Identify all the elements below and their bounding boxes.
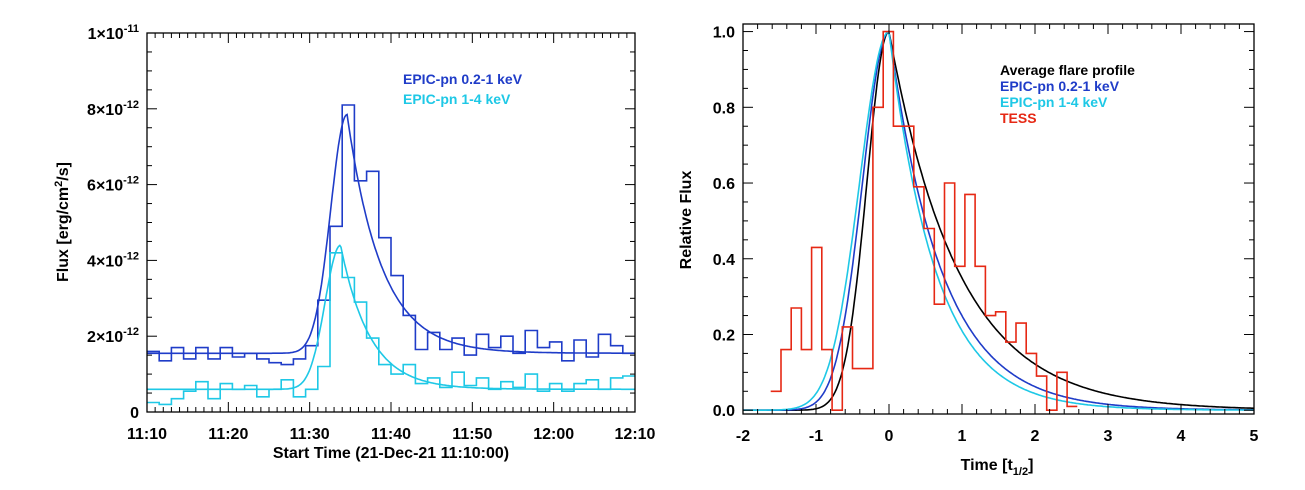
- right-x-tick-label: -1: [809, 428, 823, 445]
- left-x-tick-label: 11:30: [290, 426, 330, 443]
- left-y-tick-label: 6×10-12: [87, 175, 139, 195]
- right-plot-frame: [742, 23, 1255, 415]
- left-x-tick-label: 12:10: [615, 426, 656, 443]
- right-x-tick-label: 3: [1104, 428, 1113, 445]
- right-series-average-flare-profile-model-curve: [743, 30, 1254, 411]
- left-series-epic-pn-0-2-1-kev-histogram: [147, 104, 635, 366]
- right-x-axis-label: Time [t1/2]: [961, 457, 1034, 478]
- left-series-epic-pn-1-4-kev-histogram: [147, 252, 635, 406]
- left-y-axis-label: Flux [erg/cm2/s]: [53, 162, 72, 282]
- left-y-tick-label: 8×10-12: [87, 99, 139, 119]
- right-x-tick-label: 4: [1177, 428, 1186, 445]
- right-legend-entry-soft: EPIC-pn 0.2-1 keV: [1000, 78, 1120, 94]
- right-legend-entry-tess: TESS: [1000, 110, 1037, 126]
- left-legend-entry-hard: EPIC-pn 1-4 keV: [403, 91, 511, 107]
- left-y-tick-label: 0: [130, 405, 139, 422]
- right-y-tick-label: 0.8: [713, 100, 735, 117]
- right-y-axis-label: Relative Flux: [678, 171, 695, 270]
- right-chart-flare-profile: -2 -1 0 1 2 3 4 5 0.0 0.2 0.4 0.6 0.8 1.0 Average fla…: [678, 23, 1259, 478]
- left-x-tick-label: 11:20: [208, 426, 248, 443]
- left-x-tick-label: 11:10: [127, 426, 167, 443]
- left-x-tick-label: 11:40: [371, 426, 411, 443]
- right-x-tick-label: 5: [1250, 428, 1259, 445]
- left-x-axis-label: Start Time (21-Dec-21 11:10:00): [273, 445, 509, 462]
- right-x-tick-label: 0: [885, 428, 894, 445]
- right-legend-entry-average: Average flare profile: [1000, 62, 1135, 78]
- left-y-tick-label: 1×10-11: [88, 23, 139, 43]
- right-series-epic-pn-1-4-kev-model-curve: [743, 30, 1254, 411]
- left-series-epic-pn-0-2-1-kev-model-curve: [147, 113, 635, 355]
- right-chart-ticks: -2 -1 0 1 2 3 4 5 0.0 0.2 0.4 0.6 0.8 1.0: [713, 24, 1259, 445]
- left-y-tick-label: 2×10-12: [87, 326, 139, 346]
- right-series-epic-pn-0-2-1-kev-model-curve: [743, 30, 1254, 411]
- right-legend: Average flare profile EPIC-pn 0.2-1 keV …: [1000, 62, 1135, 126]
- right-x-tick-label: 1: [958, 428, 967, 445]
- right-y-tick-label: 1.0: [713, 25, 735, 42]
- left-legend-entry-soft: EPIC-pn 0.2-1 keV: [403, 71, 523, 87]
- left-x-tick-label: 12:00: [533, 426, 574, 443]
- right-chart-data: [743, 30, 1254, 411]
- right-y-tick-label: 0.2: [713, 327, 735, 344]
- left-y-tick-label: 4×10-12: [87, 250, 139, 270]
- right-y-tick-label: 0.0: [713, 403, 735, 420]
- left-x-tick-label: 11:50: [452, 426, 492, 443]
- right-x-tick-label: 2: [1031, 428, 1040, 445]
- right-x-tick-label: -2: [736, 428, 750, 445]
- right-y-tick-label: 0.6: [713, 176, 735, 193]
- right-legend-entry-hard: EPIC-pn 1-4 keV: [1000, 94, 1108, 110]
- left-series-epic-pn-1-4-kev-model-curve: [147, 244, 635, 391]
- right-y-tick-label: 0.4: [713, 252, 735, 269]
- left-legend: EPIC-pn 0.2-1 keV EPIC-pn 1-4 keV: [403, 71, 523, 107]
- left-chart-light-curve: 11:10 11:20 11:30 11:40 11:50 12:00 12:10 0 2×10…: [53, 23, 656, 462]
- right-series-tess-histogram: [770, 30, 1078, 411]
- left-chart-ticks: 11:10 11:20 11:30 11:40 11:50 12:00 12:10 0 2×10…: [87, 23, 656, 443]
- left-chart-data: [147, 104, 635, 406]
